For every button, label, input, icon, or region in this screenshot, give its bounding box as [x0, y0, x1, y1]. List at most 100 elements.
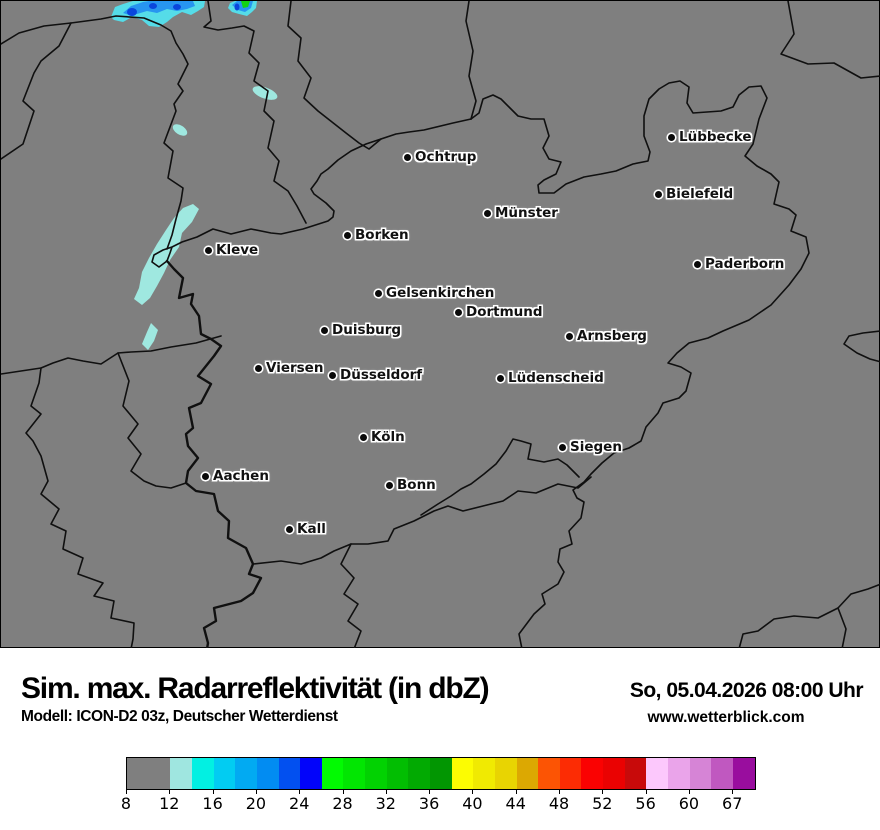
- scale-segment: [538, 758, 560, 789]
- scale-segment: [386, 758, 409, 789]
- scale-tick: [559, 789, 560, 794]
- city-label: Münster: [495, 205, 558, 221]
- scale-segment: [473, 758, 495, 789]
- city-label: Düsseldorf: [340, 367, 423, 383]
- scale-segment: [451, 758, 474, 789]
- scale-tick: [688, 789, 690, 794]
- caption-area: Sim. max. Radarreflektivität (in dbZ) Mo…: [0, 648, 880, 745]
- scale-tick-label: 16: [202, 794, 223, 813]
- border-belgium-south: [25, 367, 135, 649]
- scale-tick-label: 52: [592, 794, 613, 813]
- city-label: Lüdenscheid: [508, 370, 604, 386]
- city-label: Viersen: [266, 360, 324, 376]
- border-northeast-corner: [780, 1, 880, 79]
- scale-segment: [127, 758, 171, 789]
- border-north-branch: [465, 1, 477, 120]
- border-be-nl-west: [1, 335, 222, 375]
- scale-segment: [711, 758, 733, 789]
- precip-band-core: [127, 8, 137, 16]
- city-dot-icon: [483, 209, 491, 217]
- border-south-branch: [340, 543, 362, 649]
- scale-segment: [581, 758, 604, 789]
- map-graphics: [1, 1, 880, 649]
- scale-tick-label: 8: [120, 794, 132, 813]
- scale-tick: [602, 789, 604, 794]
- city-dot-icon: [343, 231, 351, 239]
- scale-segment: [559, 758, 582, 789]
- scale-segment: [494, 758, 517, 789]
- precip-patch-small: [172, 124, 188, 136]
- border-southeast-branch: [837, 607, 847, 649]
- border-nl-west-branch: [1, 22, 72, 160]
- precip-patch-small: [252, 86, 278, 100]
- city-label: Bielefeld: [666, 186, 734, 202]
- city-label: Paderborn: [705, 256, 785, 272]
- city-dot-icon: [320, 326, 328, 334]
- city-label: Ochtrup: [415, 149, 477, 165]
- city-label: Kleve: [216, 242, 259, 258]
- scale-tick: [385, 789, 387, 794]
- city-dot-icon: [285, 525, 293, 533]
- precip-streak-tail: [142, 323, 158, 350]
- scale-segment: [213, 758, 236, 789]
- scale-tick: [212, 789, 214, 794]
- scale-tick: [429, 789, 431, 794]
- scale-segment: [300, 758, 322, 789]
- color-scale: 8 12 16 20 24 28 32 36 40 44 48 52 56 60 67: [0, 745, 880, 830]
- border-nl-center: [203, 1, 307, 224]
- city-dot-icon: [454, 308, 462, 316]
- scale-tick: [342, 789, 344, 794]
- city-dot-icon: [385, 481, 393, 489]
- scale-tick: [299, 789, 301, 794]
- scale-segment: [191, 758, 214, 789]
- precip-streak-kleve: [134, 204, 199, 305]
- radar-map: Ochtrup Lübbecke Bielefeld Münster Borken Kle…: [0, 0, 880, 649]
- border-nl-northwest: [1, 15, 189, 250]
- scale-tick-label: 60: [678, 794, 700, 813]
- scale-segment: [235, 758, 257, 789]
- precip-band-core: [149, 3, 157, 9]
- scale-tick-label: 20: [245, 794, 267, 813]
- scale-tick-label: 12: [159, 794, 180, 813]
- scale-tick: [645, 789, 647, 794]
- city-label: Kall: [297, 521, 326, 537]
- scale-segment: [256, 758, 279, 789]
- scale-segment: [646, 758, 669, 789]
- city-dot-icon: [667, 133, 675, 141]
- scale-segment: [278, 758, 301, 789]
- border-west-nl-be: [165, 259, 263, 649]
- border-nrw-north-east: [470, 80, 810, 649]
- scale-segment: [408, 758, 430, 789]
- scale-tick-label: 56: [635, 794, 656, 813]
- city-label: Aachen: [213, 468, 269, 484]
- city-dot-icon: [328, 371, 336, 379]
- border-south-eifel: [252, 476, 592, 565]
- scale-segment: [170, 758, 192, 789]
- border-nl-limburg: [117, 352, 187, 489]
- scale-segment: [624, 758, 647, 789]
- scale-tick: [515, 789, 517, 794]
- scale-segment: [732, 758, 755, 789]
- city-dot-icon: [403, 153, 411, 161]
- valid-datetime: So, 05.04.2026 08:00 Uhr: [629, 679, 864, 702]
- border-south-inner: [420, 438, 580, 516]
- city-dot-icon: [693, 260, 701, 268]
- scale-segment: [343, 758, 366, 789]
- city-label: Gelsenkirchen: [386, 285, 495, 301]
- city-dot-icon: [359, 433, 367, 441]
- city-dot-icon: [654, 190, 662, 198]
- city-label: Dortmund: [466, 304, 543, 320]
- scale-tick: [732, 789, 734, 794]
- border-southeast: [738, 583, 880, 649]
- border-east-corner: [843, 330, 880, 363]
- color-scale-bar: [126, 757, 756, 790]
- border-lines: [1, 1, 880, 649]
- city-dot-icon: [254, 364, 262, 372]
- scale-tick-label: 44: [505, 794, 526, 813]
- scale-tick: [126, 789, 127, 794]
- scale-segment: [689, 758, 712, 789]
- scale-tick: [255, 789, 257, 794]
- precip-blob-dark-spot: [234, 3, 240, 11]
- scale-tick-label: 48: [548, 794, 570, 813]
